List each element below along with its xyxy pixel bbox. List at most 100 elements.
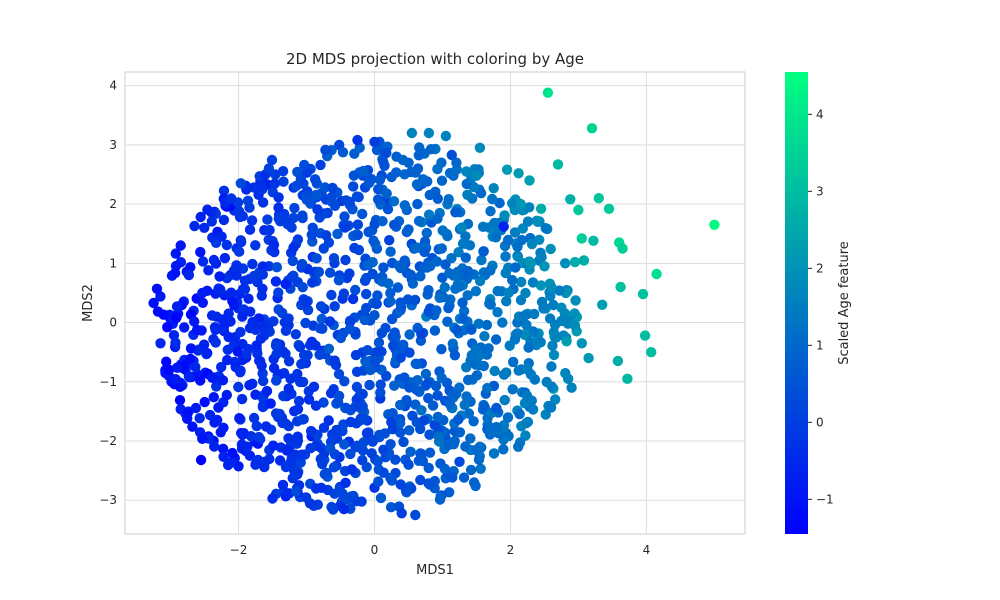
data-point [251,340,262,351]
data-point [372,194,384,205]
data-point [573,204,584,216]
data-point [377,276,388,287]
data-point [386,313,398,325]
data-point [449,435,460,447]
data-point [373,337,385,348]
data-point [291,438,303,449]
data-point [174,395,186,406]
data-point [218,451,229,462]
data-point [216,231,227,242]
data-point [453,414,464,425]
data-point [352,219,364,230]
data-point [465,464,477,476]
data-point [209,441,220,452]
data-point [423,393,434,404]
data-point [384,235,395,246]
data-point [280,461,292,473]
data-point [348,490,359,502]
data-point [268,316,279,327]
data-point [450,207,461,218]
data-point [369,136,380,148]
data-point [385,296,396,307]
data-point [361,288,372,300]
data-point [586,123,598,134]
data-point [545,290,556,302]
data-point [374,174,386,185]
data-point [612,355,624,367]
data-point [324,267,336,278]
data-point [257,269,268,280]
data-point [250,324,261,335]
data-point [539,261,550,272]
data-point [213,402,224,413]
data-point [237,311,248,322]
data-point [352,229,363,241]
data-point [389,380,400,391]
data-point [501,164,513,175]
data-point [478,246,489,257]
data-point [454,281,465,292]
data-point [425,260,436,272]
data-point [412,375,423,386]
data-point [252,348,263,359]
data-point [378,156,389,168]
data-point [244,380,255,391]
data-point [516,234,527,246]
data-point [239,275,251,286]
data-point [454,427,466,438]
data-point [251,420,262,432]
data-point [367,436,378,447]
data-point [378,467,389,478]
data-point [399,200,410,211]
data-point [398,339,409,350]
data-point [286,222,297,233]
data-point [481,319,493,331]
data-point [304,498,316,509]
data-point [294,376,306,388]
data-point [364,379,375,391]
data-point [435,491,446,502]
data-point [547,340,558,351]
data-point [432,213,443,224]
data-point [253,431,264,443]
data-point [260,421,272,432]
chart-title: 2D MDS projection with coloring by Age [286,50,584,68]
data-point [423,127,435,139]
data-point [481,349,493,360]
data-point [576,233,587,244]
data-point [430,380,442,392]
data-point [394,418,406,429]
data-point [522,216,534,227]
data-point [225,457,237,468]
data-point [268,239,280,250]
data-point [242,441,253,452]
data-point [404,347,415,358]
data-point [385,439,396,450]
data-point [190,361,201,373]
data-point [351,381,363,393]
data-point [312,204,323,215]
data-point [227,295,238,307]
data-point [445,294,456,305]
data-point [548,299,559,311]
data-point [303,394,315,405]
data-point [259,320,271,331]
data-point [345,448,356,460]
data-point [245,306,256,317]
data-point [372,456,383,467]
data-point [453,247,464,258]
data-point [324,316,336,327]
data-point [305,443,316,454]
data-point [390,454,401,465]
data-point [291,486,302,497]
data-point [235,235,246,246]
data-point [195,454,207,466]
data-point [340,402,351,414]
data-point [474,360,485,371]
data-point [244,450,256,461]
data-point [277,479,289,491]
data-point [369,310,380,321]
data-point [389,327,400,338]
data-point [332,228,343,240]
data-point [443,302,454,314]
